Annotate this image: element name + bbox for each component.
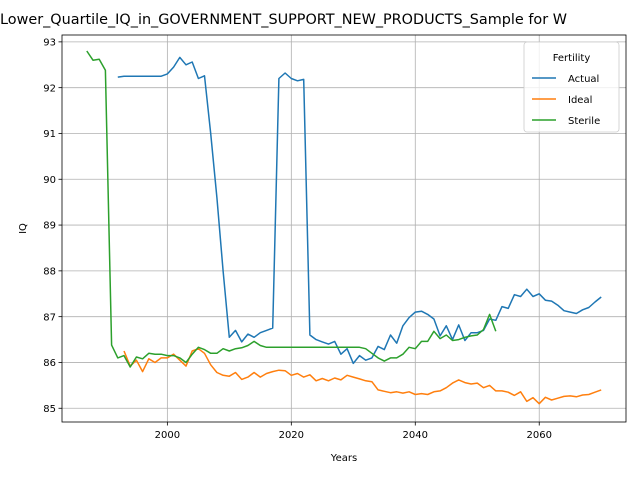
y-tick-label: 90 [43,175,56,186]
legend-box [523,41,620,133]
plot-frame [61,34,627,423]
chart-title: Lower_Quartile_IQ_in_GOVERNMENT_SUPPORT_… [0,12,567,28]
x-tick-label: 2060 [527,430,552,441]
y-axis-label: IQ [18,223,29,234]
legend-title: Fertility [553,53,591,64]
series-line-sterile [86,50,497,368]
y-tick-label: 85 [43,404,56,415]
legend-label-ideal: Ideal [568,95,592,106]
series-lines [86,50,602,405]
legend-label-actual: Actual [568,74,599,85]
series-line-ideal [123,347,602,405]
legend-label-sterile: Sterile [568,116,600,127]
y-tick-label: 86 [43,358,56,369]
x-axis-label: Years [330,453,357,464]
y-tick-label: 93 [43,37,56,48]
y-tick-label: 88 [43,266,56,277]
y-tick-label: 87 [43,312,56,323]
y-tick-label: 92 [43,83,56,94]
legend: Fertility Actual Ideal Sterile [523,41,620,133]
x-tick-label: 2040 [403,430,428,441]
x-tick-label: 2020 [279,430,304,441]
axis-ticks: 2000 2020 2040 2060 85 86 87 88 89 90 91 92 93 [43,37,552,441]
x-tick-label: 2000 [155,430,180,441]
y-tick-label: 89 [43,221,56,232]
y-tick-label: 91 [43,129,56,140]
series-line-actual [117,56,602,365]
